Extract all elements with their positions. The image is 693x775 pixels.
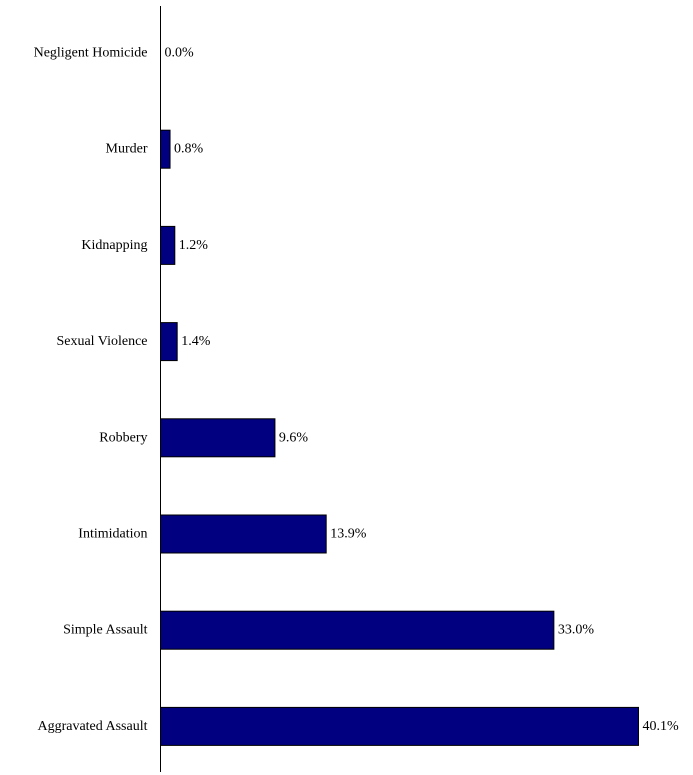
- bar-robbery: [160, 418, 276, 458]
- bar-murder: [160, 129, 171, 169]
- category-label-murder: Murder: [106, 142, 148, 157]
- bar-simple-assault: [160, 610, 555, 650]
- category-label-aggravated-assault: Aggravated Assault: [37, 719, 147, 734]
- value-label-negligent-homicide: 0.0%: [165, 46, 195, 61]
- category-label-intimidation: Intimidation: [78, 527, 147, 542]
- value-label-kidnapping: 1.2%: [179, 238, 209, 253]
- bar-aggravated-assault: [160, 706, 639, 746]
- value-label-simple-assault: 33.0%: [558, 623, 595, 638]
- bar-intimidation: [160, 514, 327, 554]
- value-label-sexual-violence: 1.4%: [181, 334, 211, 349]
- category-label-simple-assault: Simple Assault: [63, 623, 148, 638]
- category-label-sexual-violence: Sexual Violence: [56, 334, 147, 349]
- bar-kidnapping: [160, 225, 176, 265]
- bars-group: Negligent Homicide 0.0% Murder 0.8% Kidnappi…: [34, 46, 679, 746]
- bar-sexual-violence: [160, 322, 178, 362]
- category-label-negligent-homicide: Negligent Homicide: [34, 46, 148, 61]
- value-label-murder: 0.8%: [174, 142, 204, 157]
- category-label-robbery: Robbery: [99, 430, 147, 445]
- value-label-aggravated-assault: 40.1%: [643, 719, 680, 734]
- value-label-robbery: 9.6%: [279, 430, 309, 445]
- category-label-kidnapping: Kidnapping: [81, 238, 147, 253]
- value-label-intimidation: 13.9%: [330, 527, 367, 542]
